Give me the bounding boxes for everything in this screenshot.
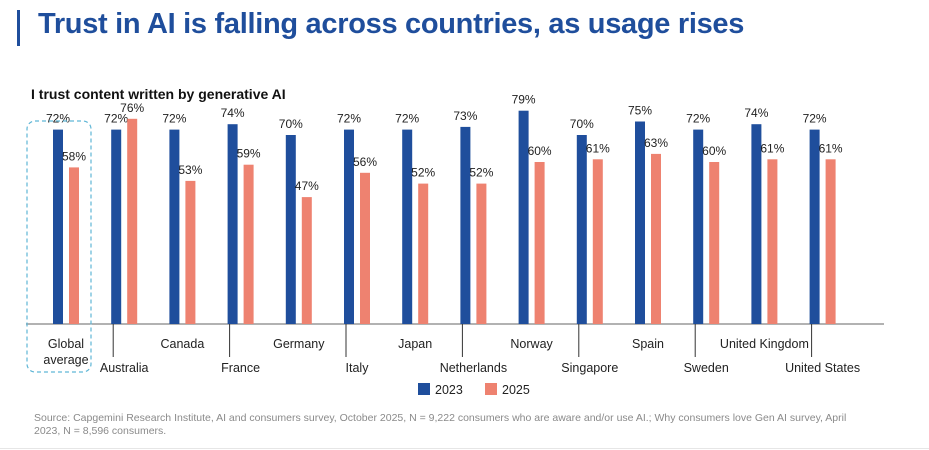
bar-italy-2025 [360, 172, 370, 324]
x-tick-label-canada: Canada [161, 337, 205, 351]
highlight-box-global-average [26, 120, 92, 373]
data-label-singapore-2025: 61% [586, 141, 610, 155]
bar-spain-2023 [635, 121, 645, 324]
bar-united-states-2023 [809, 129, 820, 324]
data-label-united-kingdom-2023: 74% [744, 106, 768, 120]
data-label-japan-2025: 52% [411, 166, 435, 180]
x-tick-label-italy: Italy [346, 361, 370, 375]
bar-netherlands-2023 [460, 126, 471, 325]
data-label-norway-2023: 79% [512, 93, 536, 107]
x-tick-label-united-kingdom: United Kingdom [720, 337, 809, 351]
x-tick-label-singapore: Singapore [561, 361, 618, 375]
source-note: Source: Capgemini Research Institute, AI… [34, 412, 847, 437]
x-tick-label-global-average-line2: average [43, 353, 88, 367]
bar-singapore-2025 [592, 159, 603, 324]
bar-united-kingdom-2023 [751, 124, 762, 324]
data-label-norway-2025: 60% [528, 144, 552, 158]
bar-france-2023 [227, 124, 238, 324]
data-label-france-2025: 59% [237, 147, 261, 161]
bar-sweden-2023 [693, 129, 704, 324]
x-tick-label-germany: Germany [273, 337, 325, 351]
data-label-global-average-2025: 58% [62, 149, 86, 163]
x-tick-label-japan: Japan [398, 337, 432, 351]
bar-norway-2023 [518, 110, 529, 324]
data-label-sweden-2023: 72% [686, 112, 710, 126]
legend-label-2023: 2023 [435, 383, 463, 397]
bottom-divider [0, 448, 929, 449]
legend-swatch-2023 [418, 383, 430, 395]
data-label-japan-2023: 72% [395, 112, 419, 126]
bar-spain-2025 [651, 153, 661, 324]
bar-united-states-2025 [825, 159, 836, 324]
x-tick-label-spain: Spain [632, 337, 664, 351]
x-tick-label-united-states: United States [785, 361, 860, 375]
data-label-canada-2025: 53% [178, 163, 202, 177]
data-label-italy-2025: 56% [353, 155, 377, 169]
data-label-australia-2023: 72% [104, 112, 128, 126]
bar-germany-2025 [301, 197, 312, 324]
bar-norway-2025 [534, 162, 545, 324]
x-tick-label-global-average-line1: Global [48, 337, 84, 351]
bar-singapore-2023 [576, 135, 587, 324]
data-label-united-kingdom-2025: 61% [760, 141, 784, 155]
legend-swatch-2025 [485, 383, 497, 395]
bar-italy-2023 [344, 129, 354, 324]
data-label-germany-2023: 70% [279, 117, 303, 131]
data-label-canada-2023: 72% [162, 112, 186, 126]
data-label-spain-2025: 63% [644, 136, 668, 150]
bar-australia-2025 [127, 118, 138, 324]
data-label-netherlands-2025: 52% [469, 166, 493, 180]
chart-title: Trust in AI is falling across countries,… [38, 8, 745, 40]
bar-france-2025 [243, 164, 254, 324]
bar-united-kingdom-2025 [767, 159, 778, 324]
bar-chart: 72%58%Globalaverage72%76%Australia72%53%… [26, 93, 884, 397]
bar-australia-2023 [111, 129, 122, 324]
x-tick-label-france: France [221, 361, 260, 375]
data-label-united-states-2025: 61% [819, 141, 843, 155]
data-label-germany-2025: 47% [295, 179, 319, 193]
bar-canada-2025 [185, 180, 196, 324]
legend-label-2025: 2025 [502, 383, 530, 397]
bar-germany-2023 [285, 135, 296, 324]
chart-subtitle: I trust content written by generative AI [31, 86, 286, 102]
data-label-sweden-2025: 60% [702, 144, 726, 158]
bar-global-average-2023 [53, 129, 63, 324]
data-label-netherlands-2023: 73% [453, 109, 477, 123]
bar-sweden-2025 [709, 162, 720, 324]
data-label-france-2023: 74% [221, 106, 245, 120]
x-tick-label-norway: Norway [510, 337, 553, 351]
data-label-spain-2023: 75% [628, 104, 652, 118]
title-accent-bar [17, 10, 20, 46]
data-label-australia-2025: 76% [120, 101, 144, 115]
data-label-italy-2023: 72% [337, 112, 361, 126]
bar-netherlands-2025 [476, 183, 487, 324]
bar-global-average-2025 [69, 167, 79, 324]
bar-japan-2025 [418, 183, 429, 324]
data-label-singapore-2023: 70% [570, 117, 594, 131]
data-label-global-average-2023: 72% [46, 112, 70, 126]
bar-japan-2023 [402, 129, 413, 324]
x-tick-label-australia: Australia [100, 361, 149, 375]
x-tick-label-netherlands: Netherlands [440, 361, 507, 375]
bar-canada-2023 [169, 129, 180, 324]
data-label-united-states-2023: 72% [803, 112, 827, 126]
x-tick-label-sweden: Sweden [684, 361, 729, 375]
